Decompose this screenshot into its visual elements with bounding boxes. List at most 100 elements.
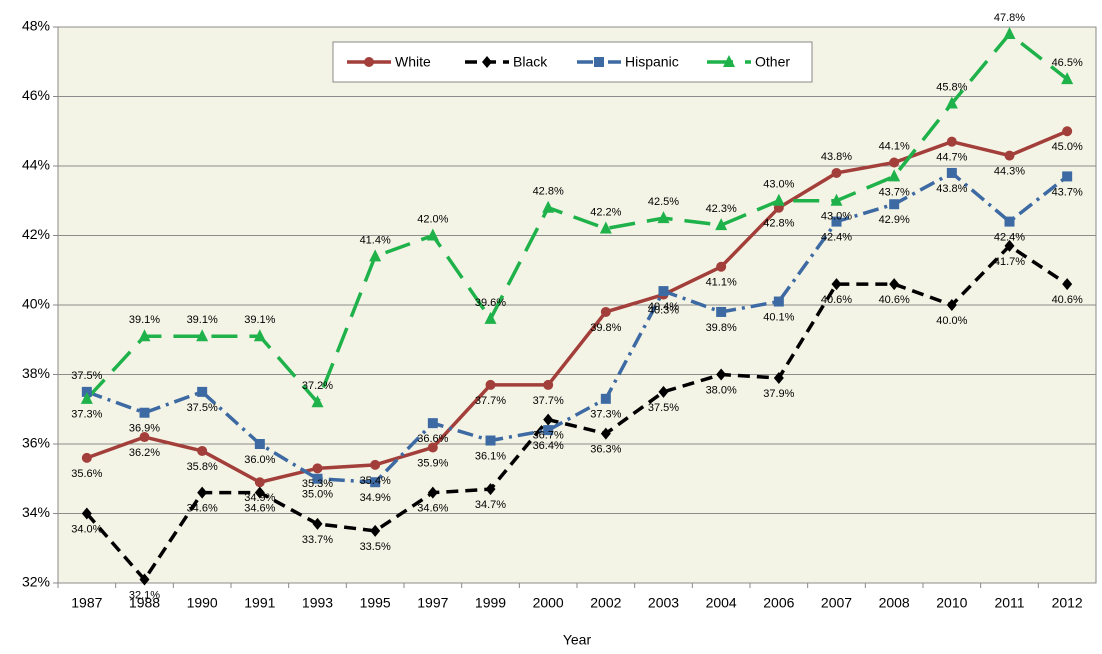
data-point (658, 286, 669, 297)
data-label: 41.4% (360, 234, 391, 246)
data-label: 42.8% (533, 186, 564, 198)
series-line (85, 243, 1069, 583)
x-tick-label: 2002 (590, 595, 621, 611)
data-point (945, 96, 958, 109)
data-label: 42.4% (994, 232, 1025, 244)
data-label: 36.7% (533, 430, 564, 442)
data-label: 35.4% (360, 475, 391, 487)
data-point (312, 517, 323, 530)
data-point (889, 199, 900, 210)
data-label: 36.1% (475, 450, 506, 462)
data-point (370, 524, 381, 537)
data-point (946, 299, 957, 311)
data-label: 42.5% (648, 196, 679, 208)
data-label: 35.8% (187, 461, 218, 473)
data-label: 33.7% (302, 534, 333, 546)
y-tick-label: 42% (22, 226, 50, 242)
data-point (716, 261, 727, 272)
data-point (485, 435, 496, 446)
data-point (484, 311, 497, 324)
data-point (773, 296, 784, 307)
data-point (543, 379, 554, 390)
data-label: 44.7% (936, 152, 967, 164)
data-label: 37.9% (763, 388, 794, 400)
x-tick-label: 1995 (360, 595, 391, 611)
data-point (600, 393, 611, 404)
data-label: 42.0% (417, 213, 448, 225)
y-tick-label: 34% (22, 504, 50, 520)
data-label: 37.5% (187, 402, 218, 414)
y-tick-label: 32% (22, 574, 50, 590)
data-label: 40.4% (648, 301, 679, 313)
data-label: 35.0% (302, 489, 333, 501)
data-point (81, 507, 92, 520)
data-point (1003, 26, 1016, 39)
data-label: 46.5% (1052, 57, 1083, 69)
data-label: 41.7% (994, 256, 1025, 268)
data-point (311, 395, 324, 408)
data-label: 40.6% (879, 294, 910, 306)
x-tick-label: 2006 (763, 595, 794, 611)
x-tick-label: 1987 (71, 595, 102, 611)
data-point (427, 486, 438, 499)
data-label: 34.6% (417, 503, 448, 515)
data-point (1062, 278, 1073, 291)
data-label: 39.8% (590, 322, 621, 334)
legend-label: Hispanic (625, 54, 679, 70)
data-point (600, 306, 611, 317)
data-point (716, 306, 727, 317)
data-label: 37.7% (475, 395, 506, 407)
data-point (830, 193, 843, 206)
data-point (254, 486, 265, 499)
data-point (369, 249, 382, 262)
data-point (370, 459, 381, 470)
data-label: 43.8% (821, 151, 852, 163)
data-point (946, 136, 957, 147)
data-point (427, 418, 438, 429)
data-point (254, 439, 265, 449)
data-label: 42.2% (590, 206, 621, 218)
data-label: 36.9% (129, 423, 160, 435)
data-label: 35.6% (71, 468, 102, 480)
data-point (197, 386, 208, 397)
y-tick-label: 44% (22, 157, 50, 173)
data-label: 43.0% (821, 211, 852, 223)
data-label: 34.9% (360, 492, 391, 504)
data-label: 34.7% (475, 499, 506, 511)
data-label: 42.3% (706, 203, 737, 215)
data-label: 43.7% (879, 186, 910, 198)
data-label: 43.7% (1052, 186, 1083, 198)
data-label: 40.0% (936, 315, 967, 327)
data-label: 40.1% (763, 311, 794, 323)
data-label: 39.1% (187, 314, 218, 326)
data-point (81, 452, 92, 463)
data-label: 36.4% (533, 440, 564, 452)
y-tick-label: 48% (22, 18, 50, 34)
data-label: 34.6% (187, 503, 218, 515)
legend-label: Other (755, 54, 790, 70)
data-point (888, 169, 901, 182)
x-tick-label: 1997 (417, 595, 448, 611)
data-point (1004, 239, 1015, 252)
data-label: 36.0% (244, 454, 275, 466)
data-label: 34.6% (244, 503, 275, 515)
data-point (139, 573, 150, 586)
x-tick-label: 1991 (244, 595, 275, 611)
data-point (831, 278, 842, 291)
series-line (86, 170, 1069, 485)
data-point (657, 211, 670, 224)
data-label: 36.2% (129, 447, 160, 459)
data-point (715, 218, 728, 231)
data-label: 45.8% (936, 81, 967, 93)
data-label: 42.8% (763, 218, 794, 230)
data-label: 43.0% (763, 179, 794, 191)
data-label: 35.9% (417, 457, 448, 469)
data-point (831, 216, 842, 227)
data-point (427, 442, 438, 453)
data-point (1004, 150, 1015, 161)
data-point (370, 477, 381, 488)
data-point (1062, 171, 1073, 182)
data-label: 39.1% (129, 314, 160, 326)
data-label: 39.8% (706, 322, 737, 334)
